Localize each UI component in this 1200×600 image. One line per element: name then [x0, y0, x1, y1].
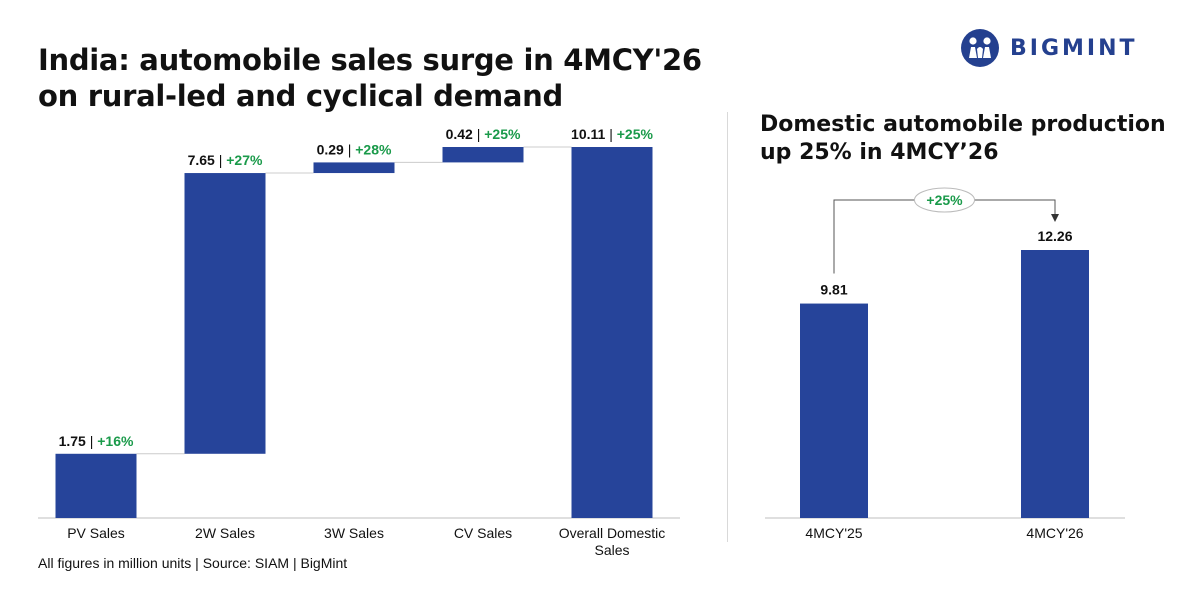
- source-note: All figures in million units | Source: S…: [38, 555, 348, 571]
- growth-annotation: +25%: [926, 192, 963, 208]
- growth-arrow-icon: [1051, 214, 1059, 222]
- bar-2: [184, 173, 266, 454]
- production-chart-title: Domestic automobile production up 25% in…: [760, 112, 1166, 165]
- data-label-4: 0.42 | +25%: [446, 126, 521, 142]
- category-label-1: PV Sales: [67, 525, 125, 541]
- category-label-5: Overall Domestic Sales: [559, 525, 666, 558]
- chart-title: India: automobile sales surge in 4MCY'26…: [38, 43, 702, 113]
- bar-4mcy26: [1021, 250, 1089, 518]
- category-label-2: 4MCY'26: [1026, 525, 1083, 541]
- data-label-1: 1.75 | +16%: [59, 433, 134, 449]
- bigmint-logo: BIGMINT: [960, 28, 1138, 68]
- logo-text: BIGMINT: [1010, 35, 1138, 61]
- production-chart: 9.81 4MCY'25 12.26 4MCY'26 +25%: [765, 187, 1125, 541]
- bar-3: [313, 162, 395, 174]
- bigmint-logo-icon: [961, 29, 999, 67]
- category-label-4: CV Sales: [454, 525, 512, 541]
- data-label-3: 0.29 | +28%: [317, 141, 392, 157]
- bar-1: [55, 453, 137, 518]
- category-label-3: 3W Sales: [324, 525, 384, 541]
- panel-divider: [727, 112, 728, 542]
- category-label-1: 4MCY'25: [805, 525, 862, 541]
- waterfall-chart: 1.75 | +16% PV Sales 7.65 | +27% 2W Sales 0.…: [38, 126, 680, 558]
- bar-4: [442, 147, 524, 163]
- category-label-2: 2W Sales: [195, 525, 255, 541]
- bar-4mcy25: [800, 303, 868, 518]
- bar-5: [571, 147, 653, 518]
- data-label-2: 12.26: [1037, 228, 1072, 244]
- data-label-5: 10.11 | +25%: [571, 126, 653, 142]
- growth-annotation-bubble: [914, 187, 975, 213]
- data-label-2: 7.65 | +27%: [188, 152, 263, 168]
- data-label-1: 9.81: [820, 282, 847, 298]
